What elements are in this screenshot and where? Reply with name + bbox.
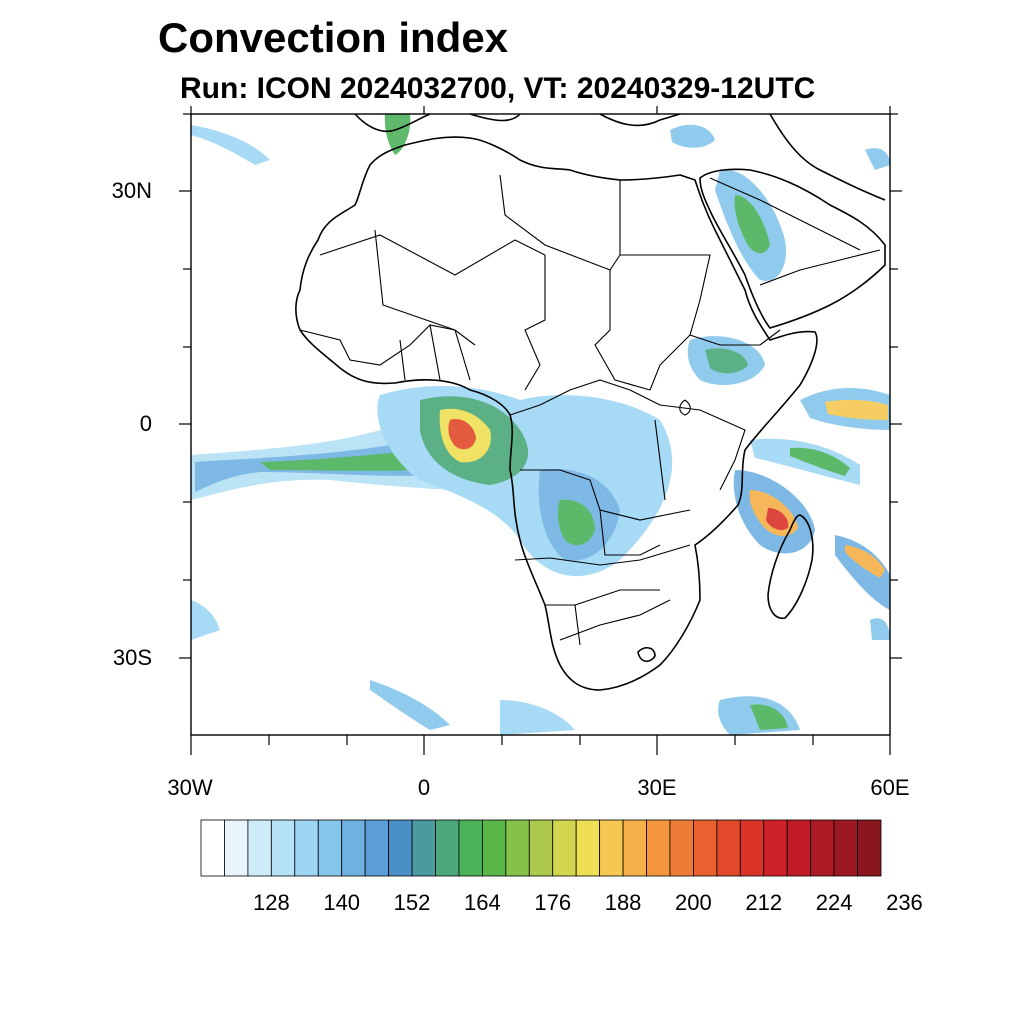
colorbar-swatch	[599, 819, 624, 877]
gulf-band	[865, 148, 890, 170]
south-indian-band	[870, 618, 890, 640]
border-arabia-2	[759, 249, 881, 286]
colorbar-swatch	[763, 819, 788, 877]
congo-convection-core	[557, 499, 595, 546]
lat-label-30n: 30N	[111, 178, 152, 203]
border-east-1	[659, 404, 746, 491]
south-atlantic-band	[370, 680, 450, 730]
colorbar-label: 164	[464, 890, 501, 915]
colorbar-swatch	[247, 819, 272, 877]
colorbar-swatch	[294, 819, 319, 877]
colorbar-swatch	[317, 819, 343, 877]
lon-label-30e: 30E	[637, 775, 677, 800]
lesotho-outline	[637, 647, 656, 662]
colorbar-swatch	[739, 819, 765, 877]
africa-outline	[295, 136, 818, 691]
colorbar-swatch	[341, 819, 366, 877]
colorbar-label: 176	[534, 890, 572, 915]
north-atlantic-band	[191, 125, 270, 165]
colorbar-swatch	[552, 819, 577, 877]
south-ocean-band-east-core	[750, 704, 788, 730]
map-plot-area	[191, 114, 890, 735]
border-lakes	[654, 399, 691, 501]
madagascar-outline	[767, 514, 814, 619]
convection-field	[191, 114, 890, 735]
border-sahara-3	[499, 174, 621, 271]
border-sahara-1	[319, 234, 546, 276]
arabia-convection-core	[734, 195, 770, 254]
colorbar-swatch	[669, 819, 694, 877]
country-borders	[299, 174, 881, 646]
arabia-outline	[699, 168, 886, 329]
border-sudan	[620, 254, 711, 391]
border-east-2	[689, 329, 781, 346]
colorbar-label: 152	[393, 890, 431, 915]
colorbar-swatch	[388, 819, 413, 877]
itcz-band-core	[260, 450, 420, 471]
border-south-1	[545, 589, 660, 646]
west-atlantic-band	[191, 600, 220, 640]
colorbar-label: 224	[815, 890, 853, 915]
colorbar-swatch	[693, 819, 718, 877]
colorbar-label: 236	[886, 890, 923, 915]
colorbar-swatch	[411, 819, 436, 877]
colorbar-swatch	[857, 819, 882, 877]
lon-label-0: 0	[417, 775, 431, 800]
colorbar-swatch	[622, 819, 647, 877]
indian-ocean-band-north-core	[825, 399, 888, 420]
lon-ticks	[190, 106, 891, 755]
colorbar-label: 128	[252, 890, 290, 915]
colorbar-swatch	[435, 819, 460, 877]
lat-label-0: 0	[139, 411, 152, 436]
lat-label-30s: 30S	[112, 645, 152, 670]
colorbar	[200, 819, 882, 877]
colorbar-swatch	[270, 819, 296, 877]
colorbar-swatch	[481, 819, 507, 877]
lon-label-30w: 30W	[167, 775, 213, 800]
colorbar-swatch	[458, 819, 483, 877]
ethiopia-convection-core	[705, 348, 748, 374]
border-arabia-1	[709, 177, 861, 251]
border-west-africa-1	[299, 324, 476, 366]
colorbar-swatch	[833, 819, 858, 877]
south-ocean-band-west	[500, 700, 575, 735]
border-central-2	[520, 469, 691, 521]
colorbar-swatch	[528, 819, 554, 877]
colorbar-swatch	[224, 819, 249, 877]
colorbar-label: 140	[323, 890, 361, 915]
guinea-convection-peak	[448, 419, 476, 450]
colorbar-label: 200	[675, 890, 712, 915]
chart-title: Convection index	[158, 14, 509, 61]
border-west-africa-2	[399, 324, 471, 381]
colorbar-swatch	[786, 819, 812, 877]
border-sahara-2	[374, 229, 456, 331]
border-sahara-5	[594, 270, 651, 391]
colorbar-label: 188	[604, 890, 642, 915]
chart-subtitle: Run: ICON 2024032700, VT: 20240329-12UTC	[180, 72, 816, 105]
europe-coast	[354, 114, 681, 132]
border-central-4	[514, 544, 691, 566]
border-south-2	[559, 599, 671, 641]
colorbar-swatch	[200, 819, 225, 877]
border-central-1	[509, 379, 661, 416]
indian-ocean-band-east-core	[790, 447, 850, 476]
colorbar-swatch	[505, 819, 530, 877]
colorbar-swatch	[810, 819, 835, 877]
lon-label-60e: 60E	[870, 775, 910, 800]
border-sahara-4	[524, 255, 546, 391]
colorbar-label: 212	[745, 890, 783, 915]
east-med-band	[670, 124, 715, 148]
indian-ocean-band-south-core	[845, 545, 885, 578]
colorbar-swatch	[716, 819, 741, 877]
colorbar-swatch	[575, 819, 601, 877]
madagascar-convection-peak	[766, 508, 789, 531]
colorbar-swatch	[364, 819, 389, 877]
coastlines	[295, 114, 886, 691]
colorbar-swatch	[646, 819, 671, 877]
border-central-3	[599, 509, 661, 556]
caspian-gulf-coast	[769, 114, 886, 201]
lat-ticks	[179, 113, 902, 659]
